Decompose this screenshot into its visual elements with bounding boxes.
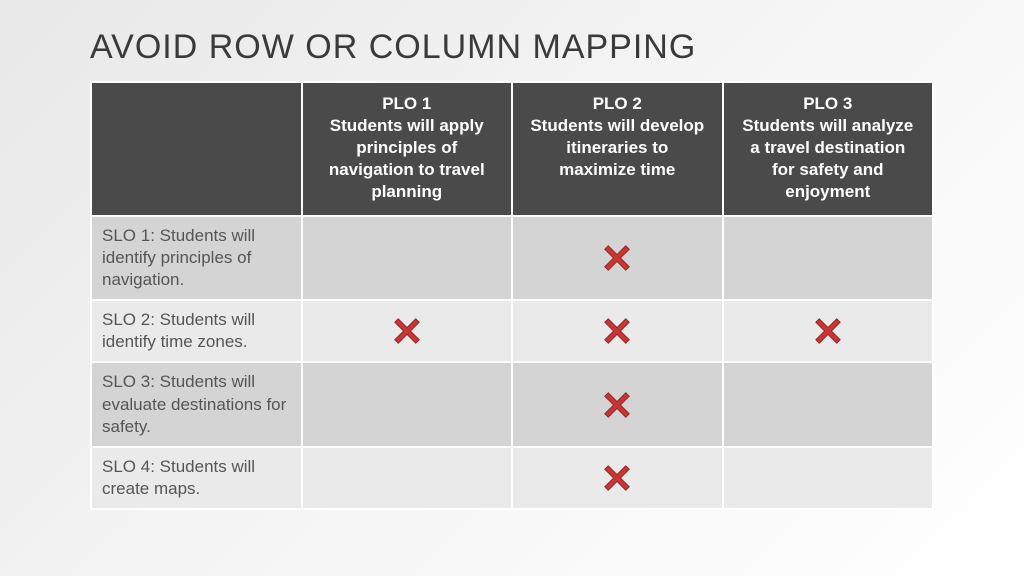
mark-cell <box>723 447 934 509</box>
mark-cell <box>302 216 513 300</box>
x-icon <box>603 244 631 272</box>
mapping-table: PLO 1 Students will apply principles of … <box>90 81 934 510</box>
mark-cell <box>302 447 513 509</box>
mark-cell <box>512 447 723 509</box>
header-cell-plo2: PLO 2 Students will develop itineraries … <box>512 82 723 216</box>
header-cell-blank <box>91 82 302 216</box>
x-icon <box>603 391 631 419</box>
header-cell-plo1: PLO 1 Students will apply principles of … <box>302 82 513 216</box>
row-label: SLO 4: Students will create maps. <box>91 447 302 509</box>
table-row: SLO 3: Students will evaluate destinatio… <box>91 362 933 446</box>
mark-cell <box>512 362 723 446</box>
table-body: SLO 1: Students will identify principles… <box>91 216 933 509</box>
header-title: PLO 2 <box>527 93 708 115</box>
x-icon <box>603 317 631 345</box>
header-desc: Students will develop itineraries to max… <box>527 115 708 181</box>
mark-cell <box>723 216 934 300</box>
row-label: SLO 3: Students will evaluate destinatio… <box>91 362 302 446</box>
table-header-row: PLO 1 Students will apply principles of … <box>91 82 933 216</box>
mark-cell <box>512 300 723 362</box>
header-cell-plo3: PLO 3 Students will analyze a travel des… <box>723 82 934 216</box>
table-row: SLO 4: Students will create maps. <box>91 447 933 509</box>
x-icon <box>814 317 842 345</box>
header-desc: Students will apply principles of naviga… <box>317 115 498 203</box>
row-label: SLO 2: Students will identify time zones… <box>91 300 302 362</box>
header-title: PLO 1 <box>317 93 498 115</box>
mark-cell <box>302 300 513 362</box>
x-icon <box>393 317 421 345</box>
x-icon <box>603 464 631 492</box>
row-label: SLO 1: Students will identify principles… <box>91 216 302 300</box>
slide-title: AVOID ROW OR COLUMN MAPPING <box>90 28 934 67</box>
mark-cell <box>302 362 513 446</box>
table-row: SLO 1: Students will identify principles… <box>91 216 933 300</box>
table-row: SLO 2: Students will identify time zones… <box>91 300 933 362</box>
mark-cell <box>723 362 934 446</box>
header-desc: Students will analyze a travel destinati… <box>738 115 919 203</box>
mark-cell <box>723 300 934 362</box>
header-title: PLO 3 <box>738 93 919 115</box>
mark-cell <box>512 216 723 300</box>
